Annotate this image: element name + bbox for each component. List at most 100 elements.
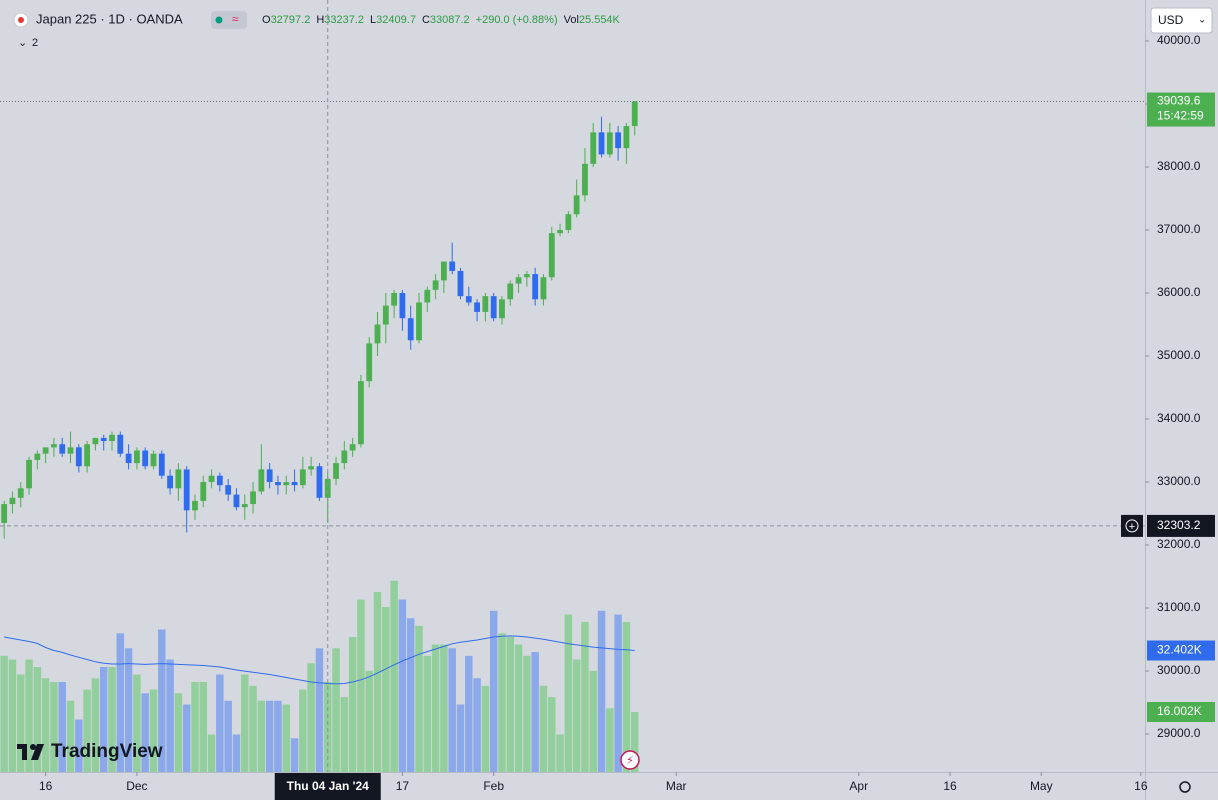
- candle-body: [216, 475, 223, 486]
- volume-bar: [199, 682, 208, 772]
- candle-body: [258, 469, 265, 492]
- candle-body: [51, 444, 57, 448]
- candle-body: [399, 293, 406, 319]
- candle-body: [308, 466, 315, 470]
- y-tick-label: 30000.0: [1157, 663, 1201, 677]
- volume-bar: [224, 700, 232, 772]
- volume-bar: [630, 712, 639, 772]
- candle-body: [1, 504, 8, 523]
- y-tick-label: 32000.0: [1157, 537, 1201, 551]
- y-tick-label: 34000.0: [1157, 411, 1201, 425]
- candle-body: [540, 277, 547, 300]
- volume-bar: [415, 625, 423, 772]
- volume-box: [1147, 702, 1215, 723]
- event-icon[interactable]: [620, 750, 640, 770]
- volume-bar: [158, 629, 166, 772]
- candle-body: [233, 494, 240, 508]
- volume-bar: [324, 682, 332, 772]
- readout-value: +290.0 (+0.88%): [476, 14, 558, 26]
- x-tick-label: Dec: [126, 779, 147, 793]
- market-status: [215, 16, 223, 24]
- brand-name: TradingView: [51, 741, 163, 762]
- crosshair-price: 32303.2: [1157, 518, 1201, 532]
- candle-body: [407, 318, 414, 341]
- candle-body: [366, 343, 373, 382]
- candle-body: [283, 482, 290, 486]
- volume-bar: [357, 599, 365, 772]
- volume-bar: [431, 644, 440, 772]
- candle-body: [225, 485, 232, 495]
- volume-bar: [597, 610, 606, 772]
- candle-body: [565, 214, 572, 231]
- volume-bar: [390, 580, 398, 772]
- symbol-title[interactable]: Japan 225 · 1D · OANDA: [36, 11, 183, 26]
- collapse-arrow[interactable]: ⌄: [18, 37, 27, 49]
- candle-body: [175, 469, 182, 489]
- volume-bar: [456, 704, 465, 772]
- readout-item: Vol25.554K: [564, 14, 621, 26]
- volume-bar: [149, 689, 158, 772]
- readout-value: 33087.2: [430, 14, 470, 26]
- volume-bar: [465, 655, 473, 772]
- volume-label: 16.002K: [1157, 704, 1202, 718]
- volume-bar: [216, 674, 224, 772]
- status-pills[interactable]: [211, 11, 247, 29]
- currency-label[interactable]: USD: [1158, 13, 1184, 27]
- volume-bar: [141, 693, 149, 772]
- y-tick-label: 36000.0: [1157, 285, 1201, 299]
- volume-bar: [182, 704, 191, 772]
- volume-bar: [539, 685, 548, 772]
- candle-body: [109, 434, 115, 442]
- volume-bar: [299, 689, 307, 772]
- x-tick-label: 16: [943, 779, 957, 793]
- candle-body: [150, 453, 157, 467]
- volume-bar: [523, 655, 531, 772]
- indicator-count[interactable]: 2: [32, 37, 38, 49]
- candle-body: [250, 491, 256, 505]
- candle-body: [465, 296, 472, 303]
- volume-bar: [489, 610, 498, 772]
- candle-body: [623, 126, 630, 149]
- candle-body: [557, 230, 563, 234]
- volume-bar: [50, 682, 58, 772]
- y-tick-label: 37000.0: [1157, 222, 1201, 236]
- candle-body: [117, 434, 124, 454]
- candle-body: [34, 453, 41, 460]
- volume-bar: [274, 700, 282, 772]
- candle-body: [92, 437, 99, 445]
- ohlc-readout: O32797.2 H33237.2 L32409.7 C33087.2 +290.0 (…: [262, 14, 621, 26]
- settings-icon[interactable]: [1179, 781, 1191, 793]
- candle-body: [200, 482, 207, 501]
- currency-select[interactable]: [1150, 7, 1213, 34]
- data-status: ≈: [232, 12, 239, 26]
- crosshair-add-button[interactable]: [1121, 514, 1143, 537]
- candle-body: [275, 482, 281, 486]
- volume-bar: [290, 738, 299, 772]
- readout-key: C: [422, 14, 430, 26]
- volume-bar: [406, 618, 415, 772]
- readout-item: L32409.7: [370, 14, 416, 26]
- volume-bar: [498, 633, 506, 772]
- last-price-label: 39039.6: [1157, 94, 1201, 108]
- volume-bar: [315, 648, 324, 772]
- readout-value: 32409.7: [376, 14, 416, 26]
- logo-part: [31, 744, 44, 760]
- candle-body: [125, 453, 132, 464]
- volume-bar: [241, 674, 249, 772]
- candle-body: [499, 299, 505, 319]
- readout-item: H33237.2: [316, 14, 364, 26]
- candle-body: [615, 132, 622, 149]
- readout-key: H: [316, 14, 324, 26]
- volume-bar: [58, 682, 66, 772]
- y-tick-label: 31000.0: [1157, 600, 1201, 614]
- candle-body: [482, 296, 489, 312]
- readout-item: O32797.2: [262, 14, 310, 26]
- volume-bar: [564, 614, 573, 772]
- candle-body: [432, 280, 439, 290]
- candle-body: [457, 270, 464, 297]
- candle-body: [532, 274, 539, 300]
- volume-bar: [448, 648, 456, 772]
- readout-key: Vol: [564, 14, 579, 26]
- volume-bar: [17, 674, 25, 772]
- volume-bar: [440, 644, 448, 772]
